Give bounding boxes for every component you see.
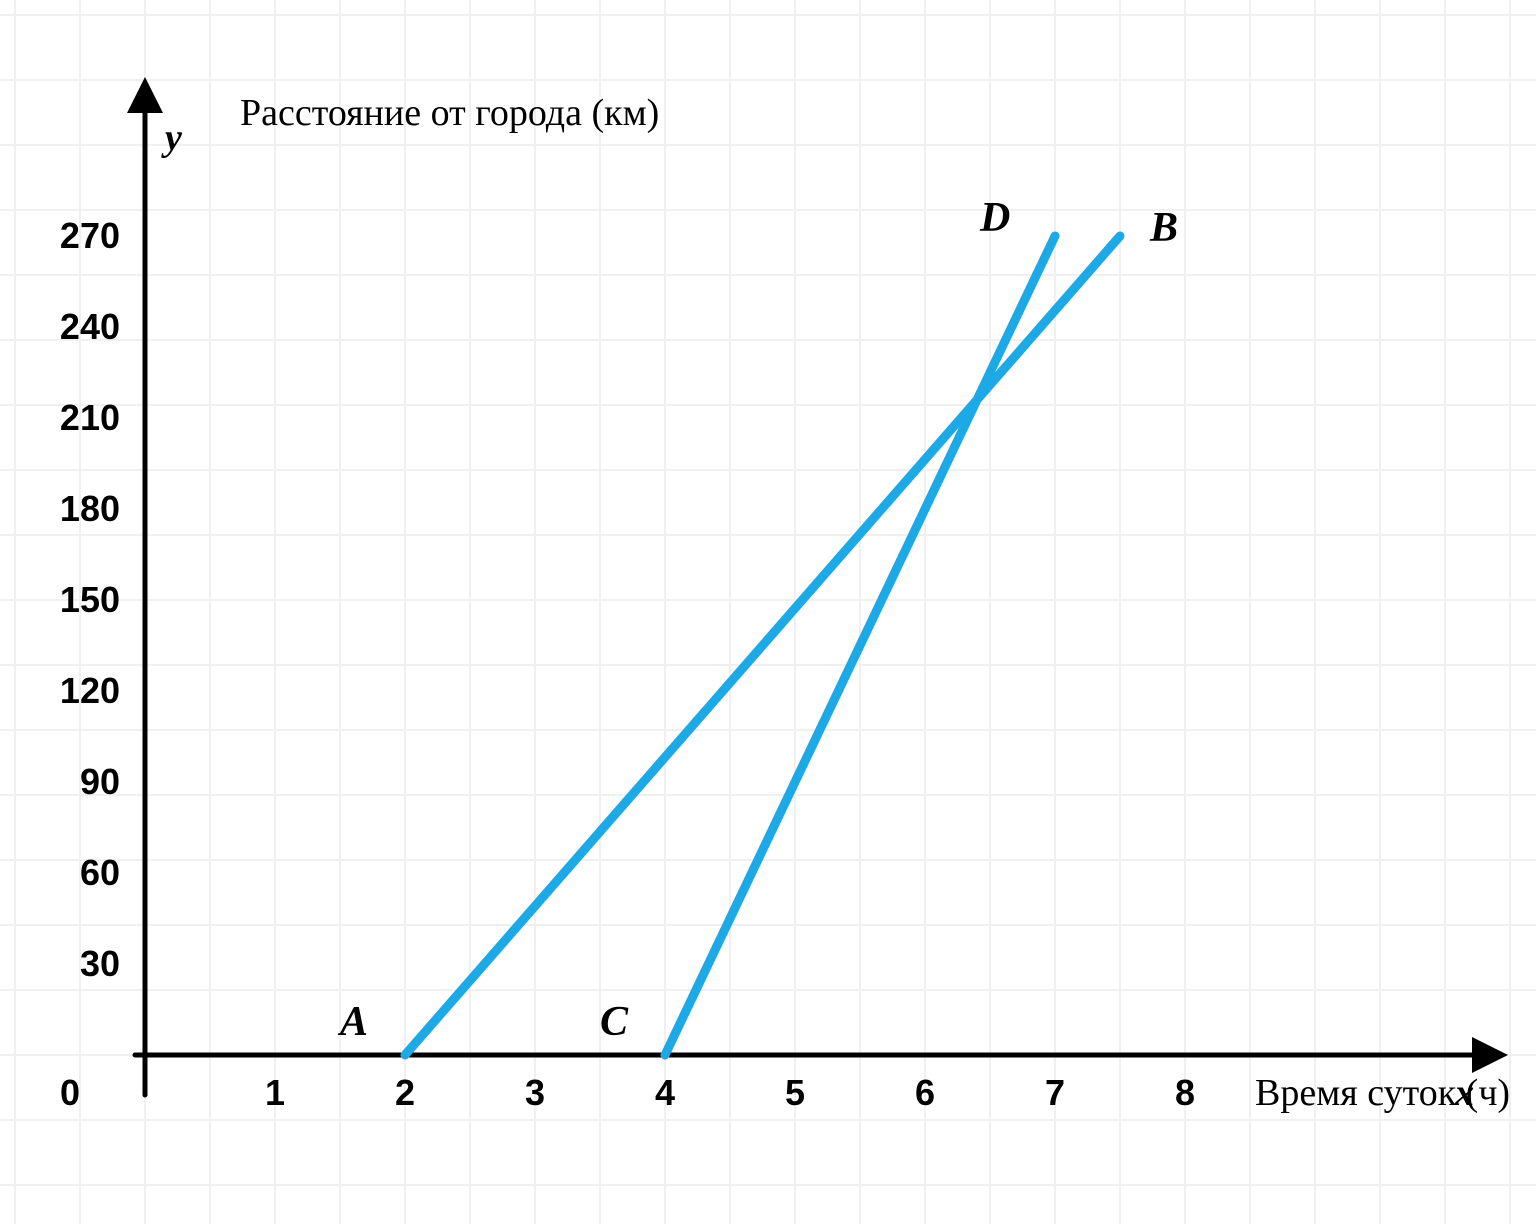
data-lines <box>405 236 1120 1055</box>
y-tick-label: 270 <box>60 215 120 256</box>
chart-svg: 1 2 3 4 5 6 7 8 30 60 90 120 150 180 210 240 270 Расстоя… <box>0 0 1536 1224</box>
grid-lines <box>0 0 1536 1224</box>
point-label-d: D <box>979 195 1010 241</box>
y-tick-label: 210 <box>60 397 120 438</box>
x-tick-label: 6 <box>915 1072 935 1113</box>
x-tick-label: 2 <box>395 1072 415 1113</box>
y-axis-letter: y <box>161 117 182 159</box>
y-tick-label: 90 <box>80 761 120 802</box>
x-axis-arrow <box>1472 1037 1508 1073</box>
text-labels: Расстояние от города (км) Время суток (ч… <box>60 92 1510 1114</box>
y-tick-label: 30 <box>80 943 120 984</box>
point-label-b: B <box>1149 205 1178 251</box>
y-tick-label: 180 <box>60 488 120 529</box>
origin-label: 0 <box>60 1072 80 1113</box>
y-tick-label: 60 <box>80 852 120 893</box>
x-axis-letter: x <box>1454 1072 1474 1114</box>
y-axis-title: Расстояние от города (км) <box>240 92 659 134</box>
y-tick-label: 150 <box>60 579 120 620</box>
x-tick-label: 1 <box>265 1072 285 1113</box>
x-tick-label: 5 <box>785 1072 805 1113</box>
x-tick-label: 7 <box>1045 1072 1065 1113</box>
point-label-c: C <box>600 999 629 1045</box>
line-AB <box>405 236 1120 1055</box>
distance-time-chart: 1 2 3 4 5 6 7 8 30 60 90 120 150 180 210 240 270 Расстоя… <box>0 0 1536 1224</box>
y-tick-label: 240 <box>60 306 120 347</box>
y-axis-arrow <box>127 77 163 113</box>
x-tick-label: 3 <box>525 1072 545 1113</box>
point-label-a: A <box>337 999 368 1045</box>
x-tick-label: 4 <box>655 1072 675 1113</box>
x-tick-label: 8 <box>1175 1072 1195 1113</box>
y-tick-label: 120 <box>60 670 120 711</box>
